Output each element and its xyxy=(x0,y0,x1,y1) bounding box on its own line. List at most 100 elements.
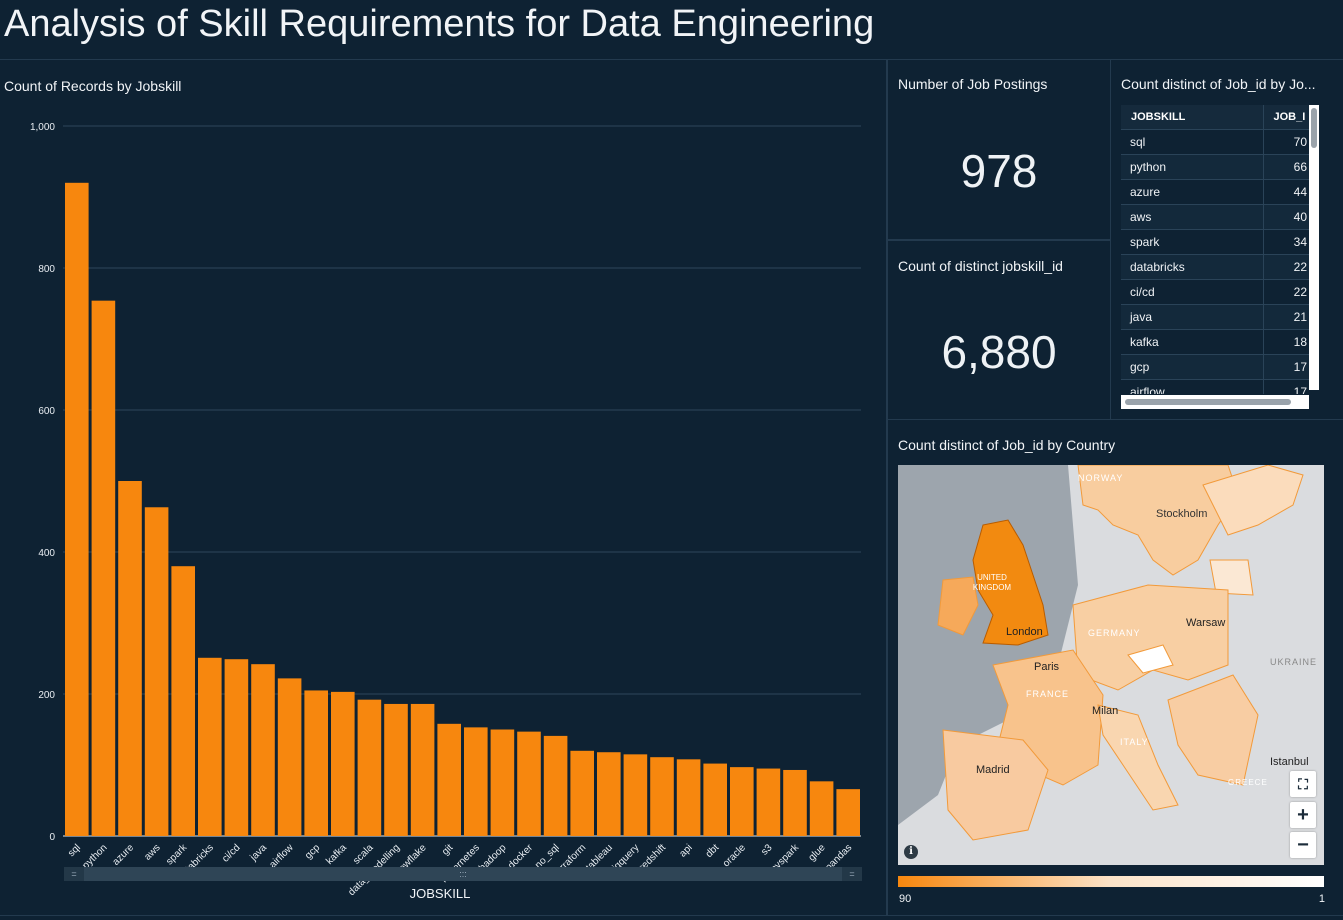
cell-jobskill: azure xyxy=(1121,179,1263,205)
table-row[interactable]: sql 70 xyxy=(1121,129,1309,155)
vertical-scroll-thumb[interactable] xyxy=(1311,108,1317,148)
table-row[interactable]: spark 34 xyxy=(1121,229,1309,255)
zoom-out-button[interactable]: − xyxy=(1290,832,1316,858)
cell-job-id-count: 22 xyxy=(1262,279,1309,305)
bar-azure[interactable] xyxy=(118,481,142,836)
table-row[interactable]: python 66 xyxy=(1121,154,1309,180)
bar-java[interactable] xyxy=(251,664,275,836)
bar-kafka[interactable] xyxy=(331,691,355,836)
bar-pyspark[interactable] xyxy=(783,769,807,836)
bar-hadoop[interactable] xyxy=(490,729,515,837)
cell-job-id-count: 17 xyxy=(1262,379,1309,394)
cell-jobskill: python xyxy=(1121,154,1263,180)
info-icon[interactable]: i xyxy=(904,845,918,859)
bar-oracle[interactable] xyxy=(730,767,754,836)
table-row[interactable]: gcp 17 xyxy=(1121,354,1309,380)
table-row[interactable]: azure 44 xyxy=(1121,179,1309,205)
table-viewport[interactable]: JOBSKILL JOB_I sql 70 python 66 azure 44 aws 40… xyxy=(1121,105,1309,394)
x-tick-label: kafka xyxy=(324,842,349,867)
map-view[interactable]: NORWAY Stockholm UNITED KINGDOM London G… xyxy=(898,465,1324,865)
cell-job-id-count: 70 xyxy=(1262,129,1309,155)
kpi-postings-panel[interactable]: Number of Job Postings 978 xyxy=(887,59,1111,240)
map-panel[interactable]: Count distinct of Job_id by Country xyxy=(887,419,1343,916)
cell-jobskill: java xyxy=(1121,304,1263,330)
table-row[interactable]: databricks 22 xyxy=(1121,254,1309,280)
x-tick-label: s3 xyxy=(759,842,775,858)
column-header-jobskill[interactable]: JOBSKILL xyxy=(1121,105,1263,130)
kpi-skill-ids-panel[interactable]: Count of distinct jobskill_id 6,880 xyxy=(887,240,1111,420)
bar-no-sql[interactable] xyxy=(543,735,568,836)
x-axis-title: JOBSKILL xyxy=(409,886,471,901)
cell-job-id-count: 66 xyxy=(1262,154,1309,180)
map-label-london: London xyxy=(1006,626,1043,638)
table-horizontal-scrollbar[interactable] xyxy=(1121,395,1309,409)
cell-jobskill: gcp xyxy=(1121,354,1263,380)
scroll-right-handle[interactable]: = xyxy=(842,867,862,881)
bar-chart-panel[interactable]: Count of Records by Jobskill 0 200 400 600 8… xyxy=(0,59,887,916)
bar-bigquery[interactable] xyxy=(623,754,648,836)
bar-airflow[interactable] xyxy=(277,678,302,836)
bar-spark[interactable] xyxy=(171,566,195,836)
cell-jobskill: databricks xyxy=(1121,254,1263,280)
scroll-left-handle[interactable]: = xyxy=(64,867,84,881)
table-row[interactable]: kafka 18 xyxy=(1121,329,1309,355)
kpi-postings-title: Number of Job Postings xyxy=(898,76,1048,92)
horizontal-scroll-thumb[interactable] xyxy=(1125,399,1291,405)
map-label-uk: UNITED KINGDOM xyxy=(972,573,1012,592)
cell-jobskill: sql xyxy=(1121,129,1263,155)
bar-tableau[interactable] xyxy=(597,752,621,836)
bar-git[interactable] xyxy=(437,723,461,836)
bar-s3[interactable] xyxy=(756,768,781,836)
bar-scala[interactable] xyxy=(357,699,382,836)
cell-jobskill: aws xyxy=(1121,204,1263,230)
x-tick-label: azure xyxy=(111,842,137,868)
y-tick-label: 1,000 xyxy=(30,122,55,133)
bar-ci-cd[interactable] xyxy=(224,659,249,836)
bar-databricks[interactable] xyxy=(198,657,222,836)
map-label-france: FRANCE xyxy=(1026,689,1070,699)
map-legend-max: 1 xyxy=(1318,893,1325,905)
map-label-madrid: Madrid xyxy=(976,764,1010,776)
table-vertical-scrollbar[interactable] xyxy=(1309,105,1319,390)
bar-aws[interactable] xyxy=(144,507,169,836)
table-panel[interactable]: Count distinct of Job_id by Jo... JOBSKI… xyxy=(1110,59,1343,420)
zoom-in-button[interactable]: + xyxy=(1290,802,1316,828)
x-tick-label: oracle xyxy=(721,842,748,869)
x-tick-label: ci/cd xyxy=(220,842,242,864)
skills-table: JOBSKILL JOB_I sql 70 python 66 azure 44 aws 40… xyxy=(1121,105,1309,394)
bar-python[interactable] xyxy=(91,300,116,836)
x-tick-label: scala xyxy=(351,842,376,867)
table-row[interactable]: aws 40 xyxy=(1121,204,1309,230)
scroll-grip-icon[interactable]: ::: xyxy=(459,869,467,879)
column-header-job-id[interactable]: JOB_I xyxy=(1262,105,1309,130)
bar-glue[interactable] xyxy=(809,781,834,836)
bar-docker[interactable] xyxy=(517,731,541,836)
bar-snowflake[interactable] xyxy=(410,703,435,836)
cell-jobskill: ci/cd xyxy=(1121,279,1263,305)
bar-sql[interactable] xyxy=(65,182,89,837)
bar-kubernetes[interactable] xyxy=(464,727,488,836)
table-row[interactable]: ci/cd 22 xyxy=(1121,279,1309,305)
bar-terraform[interactable] xyxy=(570,750,594,836)
bar-gcp[interactable] xyxy=(304,690,328,836)
bar-api[interactable] xyxy=(676,759,701,836)
europe-map[interactable] xyxy=(898,465,1324,865)
x-tick-label: aws xyxy=(142,842,162,862)
chart-scrollbar[interactable]: = ::: = xyxy=(64,867,862,881)
y-tick-label: 800 xyxy=(38,264,55,275)
map-label-italy: ITALY xyxy=(1120,737,1149,747)
y-tick-label: 600 xyxy=(38,406,55,417)
bar-chart-title: Count of Records by Jobskill xyxy=(4,78,182,94)
map-label-germany: GERMANY xyxy=(1088,628,1141,638)
table-row[interactable]: airflow 17 xyxy=(1121,379,1309,394)
bar-redshift[interactable] xyxy=(650,757,674,836)
fit-bounds-icon[interactable]: ⛶ xyxy=(1290,771,1316,797)
cell-job-id-count: 18 xyxy=(1262,329,1309,355)
y-tick-label: 400 xyxy=(38,548,55,559)
bar-data-modelling[interactable] xyxy=(384,703,408,836)
bar-pandas[interactable] xyxy=(836,789,860,836)
x-tick-label: glue xyxy=(807,842,828,863)
table-row[interactable]: java 21 xyxy=(1121,304,1309,330)
bar-dbt[interactable] xyxy=(703,763,727,836)
